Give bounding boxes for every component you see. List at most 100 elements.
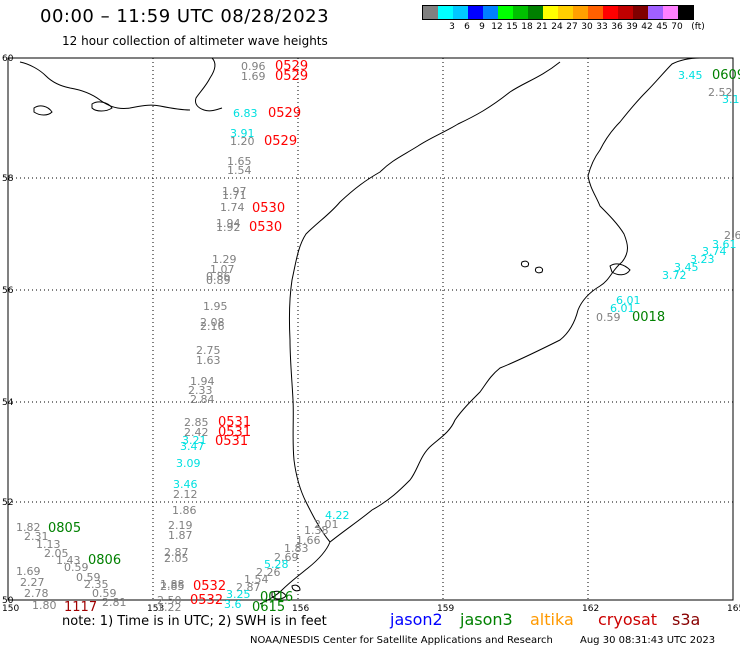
- obs-label: 2.87: [164, 546, 189, 559]
- east-kamchatka-coast: [329, 57, 701, 543]
- obs-label: 1.86: [172, 504, 197, 517]
- legend-tick-label: 39: [626, 22, 638, 32]
- legend-swatch: [663, 6, 678, 19]
- obs-label: 1.95: [203, 300, 228, 313]
- obs-label: 2.05: [164, 552, 189, 565]
- obs-label: 2.16: [200, 320, 225, 333]
- obs-label: 3.74: [702, 245, 727, 258]
- legend-color-bar: [422, 5, 694, 20]
- coastline: [19, 57, 701, 605]
- obs-label: 0.59: [64, 561, 89, 574]
- kuril-island-b: [291, 584, 301, 592]
- legend-swatch: [513, 6, 528, 19]
- kuril-island-a: [271, 590, 287, 600]
- obs-label: 2.31: [24, 530, 49, 543]
- legend-swatch: [468, 6, 483, 19]
- obs-label: 3.91: [230, 127, 255, 140]
- legend-swatch: [543, 6, 558, 19]
- island-c: [521, 260, 529, 268]
- obs-label: 1.83: [284, 542, 309, 555]
- obs-label: 1.13: [36, 538, 61, 551]
- kamchatka-coast: [259, 61, 561, 605]
- obs-label: 2.85: [184, 416, 209, 429]
- island-d: [535, 266, 543, 274]
- obs-label: 0016: [260, 590, 293, 605]
- legend-swatch: [603, 6, 618, 19]
- obs-label: 2.05: [44, 547, 69, 560]
- obs-label: 1.22: [157, 601, 182, 614]
- lon-label: 153: [147, 604, 164, 614]
- color-legend: 3 6 9 12 15 18 21 24 27 30 33 36 39 42 45 70 (ft): [422, 5, 705, 34]
- obs-label: 0.89: [206, 274, 231, 287]
- lat-label: 56: [2, 286, 14, 296]
- obs-label: 3.25: [226, 588, 251, 601]
- legend-swatch: [438, 6, 453, 19]
- obs-label: 3.23: [690, 253, 715, 266]
- obs-label: 0615: [252, 600, 285, 615]
- obs-label: 0609: [712, 68, 740, 83]
- obs-label: 1.97: [222, 185, 247, 198]
- obs-label: 2.35: [84, 578, 109, 591]
- obs-label: 0531: [215, 434, 248, 449]
- obs-label: 3.21: [182, 434, 207, 447]
- obs-label: 1.38: [304, 524, 329, 537]
- legend-tick-label: 9: [479, 22, 485, 32]
- altimeter-observations: 0.96 0529 1.69 0529 6.83 0529 3.911.20 0529 1.65…: [16, 59, 740, 615]
- obs-label: 1.71: [222, 189, 247, 202]
- obs-label: 2.26: [256, 566, 281, 579]
- legend-tick-label: 24: [551, 22, 563, 32]
- okhotsk-north-coast: [19, 61, 191, 111]
- lon-label: 159: [437, 604, 454, 614]
- obs-label: 6.01: [616, 294, 641, 307]
- obs-label: 3.6: [224, 598, 242, 611]
- satellite-altika: altika: [530, 610, 574, 629]
- timestamp: Aug 30 08:31:43 UTC 2023: [580, 635, 716, 646]
- lat-label: 60: [2, 54, 14, 64]
- obs-label: 1.94: [216, 217, 241, 230]
- obs-label: 2.01: [314, 518, 339, 531]
- legend-swatch: [528, 6, 543, 19]
- obs-label: 2.85: [160, 580, 185, 593]
- obs-label: 0530: [252, 201, 285, 216]
- satellite-s3a: s3a: [672, 610, 701, 629]
- obs-label: 2.84: [190, 393, 215, 406]
- legend-tick-label: 21: [536, 22, 548, 32]
- obs-label: 1.87: [168, 529, 193, 542]
- satellite-cryosat: cryosat: [598, 610, 658, 629]
- legend-swatch: [423, 6, 438, 19]
- obs-label: 6.83: [233, 107, 258, 120]
- satellite-jason2: jason2: [390, 610, 443, 629]
- lon-label: 150: [2, 604, 19, 614]
- obs-label: 2.12: [173, 488, 198, 501]
- obs-label: 1.65: [227, 155, 252, 168]
- footnote: note: 1) Time is in UTC; 2) SWH is in fe…: [62, 614, 327, 629]
- obs-label: 0806: [88, 553, 121, 568]
- legend-tick-label: 27: [566, 22, 578, 32]
- obs-label: 0.86: [206, 270, 231, 283]
- obs-label: 5.28: [264, 558, 289, 571]
- obs-label: 1.74: [220, 201, 245, 214]
- lat-label: 58: [2, 174, 14, 184]
- obs-label: 4.22: [325, 509, 350, 522]
- obs-label: 1.20: [230, 135, 255, 148]
- obs-label: 3.1: [722, 93, 740, 106]
- obs-label: 0.59: [92, 587, 117, 600]
- legend-swatch: [498, 6, 513, 19]
- satellite-jason3: jason3: [460, 610, 513, 629]
- obs-label: 0531: [218, 425, 251, 440]
- obs-label: 0529: [275, 69, 308, 84]
- obs-label: 0018: [632, 310, 665, 325]
- lat-label: 54: [2, 398, 14, 408]
- obs-label: 2.6: [724, 229, 740, 242]
- legend-tick-label: 30: [581, 22, 593, 32]
- legend-swatch: [483, 6, 498, 19]
- obs-label: 1.88: [160, 578, 185, 591]
- page-subtitle: 12 hour collection of altimeter wave hei…: [62, 34, 328, 48]
- legend-tick-label: 33: [596, 22, 608, 32]
- legend-swatch: [648, 6, 663, 19]
- credit-text: NOAA/NESDIS Center for Satellite Applica…: [250, 635, 553, 646]
- legend-tick-label: 15: [506, 22, 518, 32]
- lon-label: 165: [727, 604, 740, 614]
- legend-labels: 3 6 9 12 15 18 21 24 27 30 33 36 39 42 45 70 (ft): [422, 20, 705, 34]
